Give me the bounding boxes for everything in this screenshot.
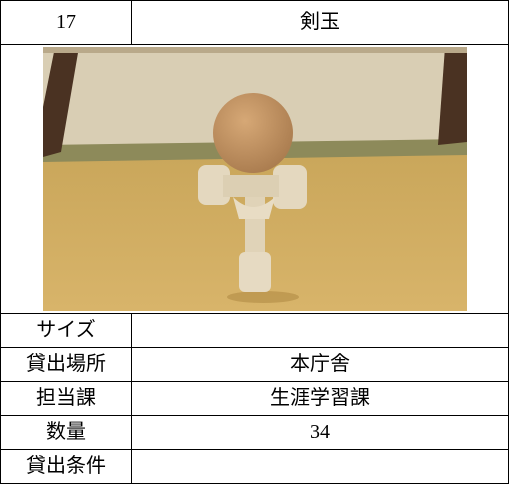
row-label: 数量 bbox=[0, 415, 132, 450]
photo-cell bbox=[0, 44, 509, 314]
row-value bbox=[131, 313, 509, 348]
header-row: 17 剣玉 bbox=[0, 0, 509, 45]
row-value: 本庁舎 bbox=[131, 347, 509, 382]
row-label: 貸出条件 bbox=[0, 449, 132, 484]
row-label: 貸出場所 bbox=[0, 347, 132, 382]
row-value: 生涯学習課 bbox=[131, 381, 509, 416]
info-row: 担当課 生涯学習課 bbox=[0, 381, 509, 416]
photo bbox=[42, 47, 467, 311]
info-row: 貸出場所 本庁舎 bbox=[0, 347, 509, 382]
info-row: 貸出条件 bbox=[0, 449, 509, 484]
row-label: 担当課 bbox=[0, 381, 132, 416]
row-label: サイズ bbox=[0, 313, 132, 348]
photo-row bbox=[0, 44, 509, 314]
row-value: 34 bbox=[131, 415, 509, 450]
row-value bbox=[131, 449, 509, 484]
item-number: 17 bbox=[0, 0, 132, 45]
info-row: サイズ bbox=[0, 313, 509, 348]
info-row: 数量 34 bbox=[0, 415, 509, 450]
item-name: 剣玉 bbox=[131, 0, 509, 45]
